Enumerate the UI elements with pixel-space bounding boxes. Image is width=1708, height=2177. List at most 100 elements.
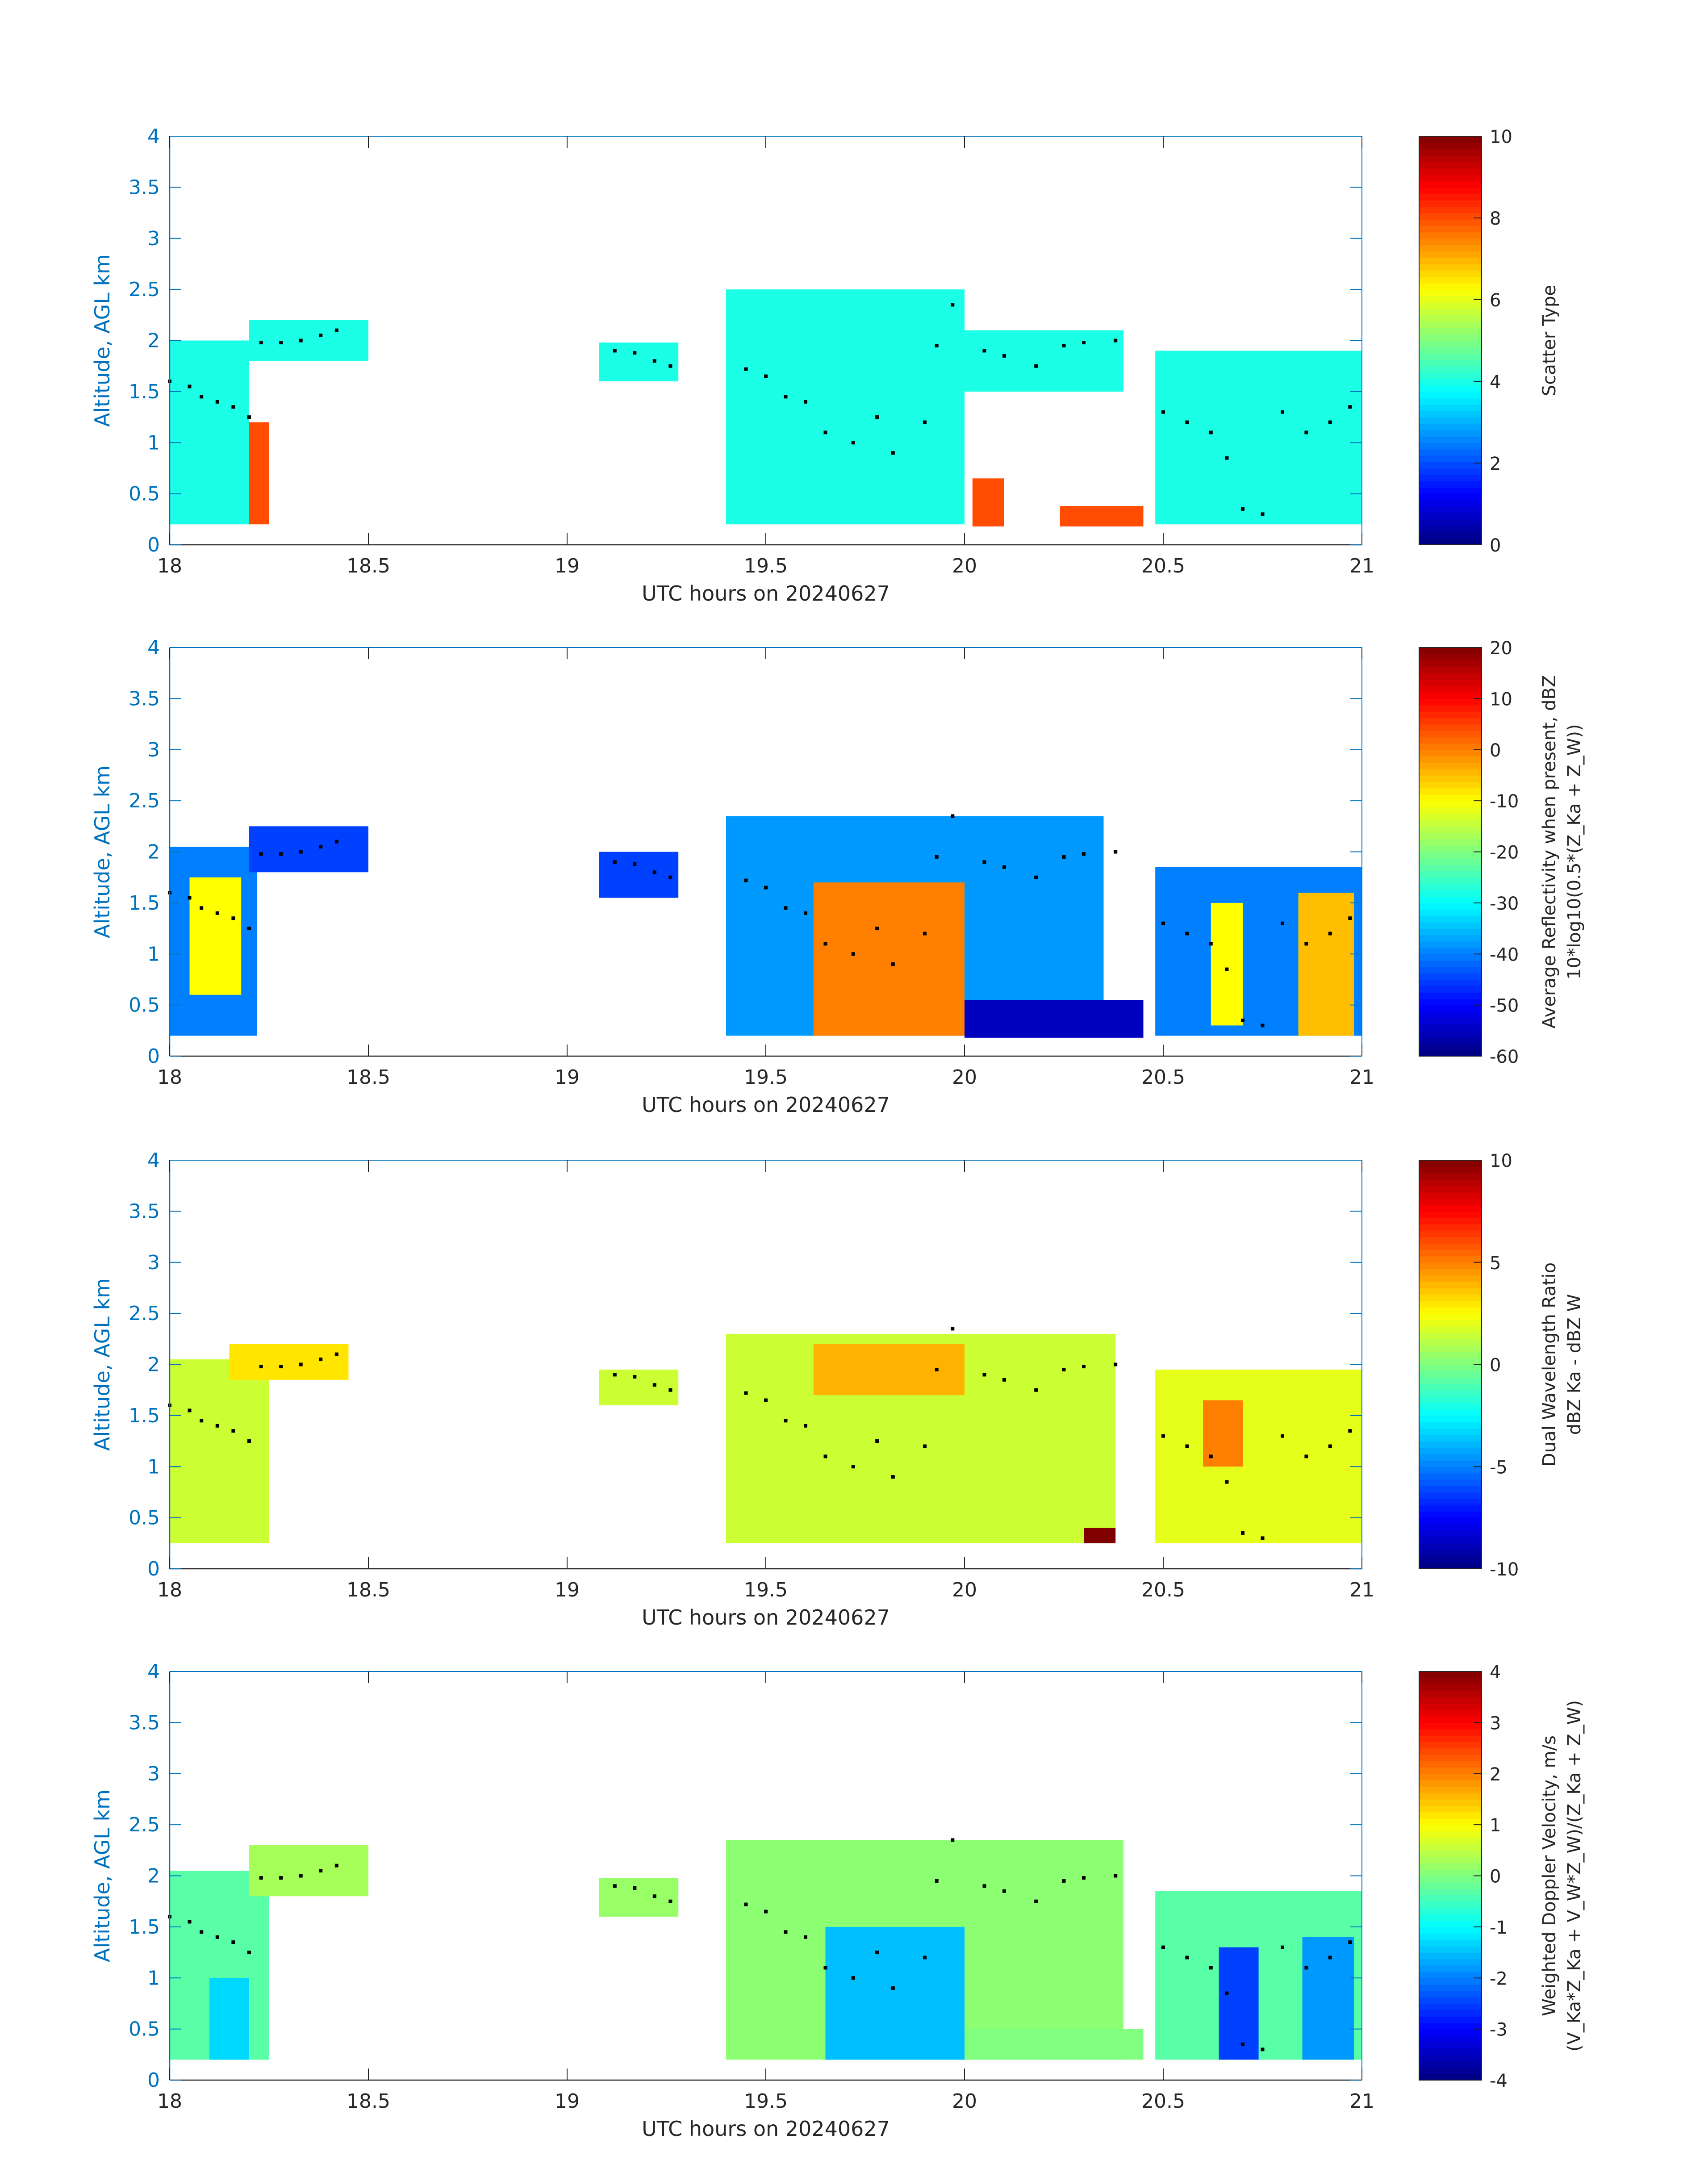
marker-dot [1034,875,1038,879]
marker-dot [259,341,263,345]
colorbar-segment [1419,200,1482,207]
marker-dots [168,1327,1352,1540]
marker-dot [951,814,955,818]
colorbar-segment [1419,871,1482,878]
colorbar-segment [1419,327,1482,335]
marker-dot [1328,1956,1332,1960]
marker-dot [200,1419,204,1423]
marker-dot [1114,850,1118,854]
colorbar-segment [1419,1024,1482,1031]
colorbar-segment [1419,1339,1482,1346]
y-tick-label: 4 [147,1149,160,1172]
colorbar-segment [1419,685,1482,693]
colorbar-segment [1419,1237,1482,1244]
marker-dot [935,343,939,347]
y-tick-label: 1.5 [129,1916,160,1939]
marker-dot [764,886,768,890]
marker-dot [633,1375,637,1379]
colorbar-segment [1419,181,1482,188]
colorbar-segment [1419,2042,1482,2049]
colorbar-segment [1419,928,1482,936]
marker-dot [982,1373,986,1377]
colorbar-segment [1419,1863,1482,1870]
colorbar-segment [1419,724,1482,731]
marker-dot [319,1358,323,1362]
colorbar-segment [1419,2003,1482,2010]
colorbar-segment [1419,922,1482,929]
colorbar-segment [1419,813,1482,820]
colorbar-segment [1419,788,1482,795]
heatmap-field [825,1926,965,2060]
marker-dot [1328,932,1332,936]
marker-dot [744,878,748,882]
marker-dot [279,852,283,856]
y-tick-label: 2 [147,841,160,864]
y-tick-label: 3 [147,1251,160,1274]
marker-dot [1034,364,1038,368]
marker-dot [334,1864,338,1868]
marker-dots [168,303,1352,516]
marker-dot [823,1966,827,1970]
colorbar-segment [1419,954,1482,961]
x-tick-label: 20.5 [1141,1579,1185,1601]
x-axis-label: UTC hours on 20240627 [642,2117,890,2141]
colorbar-segment [1419,1243,1482,1250]
colorbar-tick-label: 0 [1490,1355,1501,1376]
y-axis-label: Altitude, AGL km [90,765,114,938]
colorbar-segment [1419,423,1482,430]
colorbar-segment [1419,1390,1482,1397]
colorbar-segment [1419,915,1482,923]
colorbar-segment [1419,852,1482,859]
heatmap-field [1298,893,1354,1036]
marker-dot [804,1935,807,1939]
colorbar-segment [1419,1307,1482,1314]
colorbar-segment [1419,1179,1482,1186]
colorbar-segment [1419,2029,1482,2036]
y-tick-label: 3 [147,739,160,761]
colorbar-segment [1419,1735,1482,1742]
colorbar-segment [1419,883,1482,891]
colorbar-segment [1419,2010,1482,2017]
colorbar-segment [1419,232,1482,239]
y-tick-label: 1 [147,1967,160,1989]
colorbar-segment [1419,1434,1482,1442]
colorbar-segment [1419,347,1482,354]
marker-dot [891,1986,895,1990]
heatmap-field [813,882,965,1036]
colorbar-segment [1419,1422,1482,1429]
heatmap-field [965,330,1123,392]
colorbar-segment [1419,1294,1482,1301]
colorbar-segment [1419,283,1482,290]
colorbar-segment [1419,1211,1482,1218]
marker-dot [851,952,855,956]
colorbar-segment [1419,449,1482,456]
colorbar-tick-label: -10 [1490,1559,1519,1580]
colorbar-segment [1419,506,1482,514]
colorbar-segment [1419,2035,1482,2043]
marker-dot [1241,1531,1244,1535]
colorbar-segment [1419,648,1482,655]
colorbar-segment [1419,1773,1482,1780]
marker-dot [1002,354,1006,358]
colorbar-segment [1419,513,1482,520]
y-tick-label: 4 [147,636,160,659]
colorbar-segment [1419,487,1482,494]
marker-dot [1161,921,1165,925]
marker-dot [188,896,192,900]
colorbar-segment [1419,366,1482,373]
marker-dot [1082,852,1086,856]
marker-dot [188,1408,192,1412]
colorbar-segment [1419,705,1482,712]
x-tick-label: 20 [952,2090,977,2113]
marker-dot [1161,410,1165,414]
colorbar-segment [1419,1492,1482,1499]
colorbar-segment [1419,443,1482,450]
colorbar-segment [1419,1030,1482,1037]
colorbar-tick-label: 0 [1490,1867,1501,1887]
marker-dot [1114,1362,1118,1366]
colorbar-segment [1419,1043,1482,1050]
colorbar-segment [1419,1313,1482,1320]
colorbar-segment [1419,1198,1482,1205]
marker-dot [1281,410,1284,414]
colorbar-segment [1419,1224,1482,1231]
